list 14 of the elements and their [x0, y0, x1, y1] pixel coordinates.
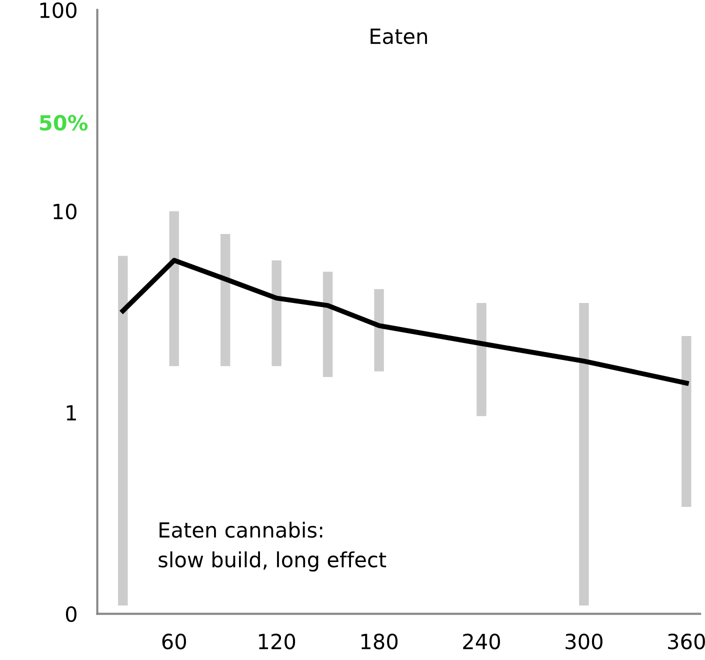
y-tick-label: 100 — [40, 2, 76, 18]
x-tick-label: 120 — [258, 634, 296, 650]
text: 50% — [40, 114, 88, 131]
x-tick-label: 180 — [361, 634, 398, 650]
annotation: Eaten cannabis: slow build, long effect — [158, 522, 386, 572]
text: Eaten — [370, 28, 427, 44]
x-tick-label: 300 — [566, 634, 602, 650]
y-tick-label: 0 — [66, 606, 76, 622]
x-tick-label: 60 — [162, 634, 186, 650]
x-tick-label: 240 — [463, 634, 500, 650]
line-series — [120, 258, 689, 386]
x-tick-label: 360 — [668, 634, 705, 650]
y-tick-label: 1 — [66, 405, 76, 420]
y-tick-label: 10 — [54, 204, 76, 220]
